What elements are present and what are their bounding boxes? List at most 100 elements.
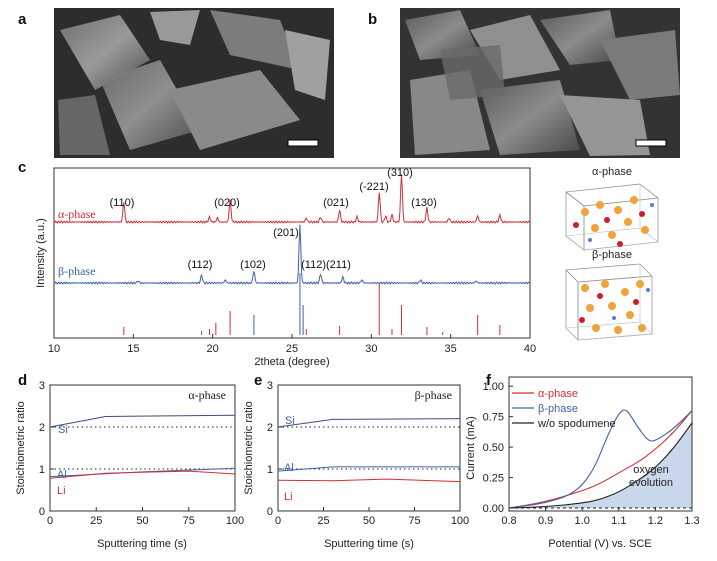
plot-d-lines [49,414,236,479]
e-series-si [277,418,461,428]
structure-alpha-label: α-phase [592,166,632,178]
d-xtick-label: 50 [136,515,148,527]
plot-e-ticks: 0 25 50 75 100 0 1 2 3 [267,380,469,527]
plot-f-lines [508,409,693,509]
f-ytick-label: 1.00 [483,381,504,393]
d-xtick-label: 0 [47,515,53,527]
xrd-xtick-label: 25 [286,343,298,355]
d-xtick-label: 75 [183,515,195,527]
legend-blank-label: w/o spodumene [537,418,616,430]
legend-alpha-label: α-phase [538,388,578,400]
panel-label-c: c [18,159,26,176]
sputter-plot-alpha: 0 25 50 75 100 0 1 2 3 α-phase Si Al Li Sputteri… [15,380,244,550]
scale-bar-a [287,139,319,147]
lsv-plot: 0.8 0.9 1.0 1.1 1.2 1.3 0.00 0.25 0.50 0.75 1.00 α… [465,376,700,550]
xrd-xtick-label: 20 [207,343,219,355]
plot-e-ylabel: Stoichiometric ratio [243,401,255,495]
e-xtick-label: 25 [317,515,329,527]
plot-e-al-label: Al [284,462,294,474]
plot-e-frame [277,384,461,512]
plot-e-lines [277,418,461,483]
xrd-xtick-label: 40 [524,343,536,355]
d-series-li [49,470,236,479]
e-series-li [277,478,461,483]
xrd-ticks: 10 15 20 25 30 35 40 [48,334,536,355]
sem-image-b [400,8,680,158]
f-series-blank [508,422,693,509]
peak-label-112: (112) [188,259,213,271]
panel-label-e: e [254,372,262,389]
peak-label-310: (310) [387,167,413,179]
xrd-plot: 10 15 20 25 30 35 40 2theta (degree) Intensity… [35,167,536,368]
f-ytick-label: 0.25 [483,473,504,485]
plot-f-xlabel: Potential (V) vs. SCE [548,538,651,550]
xrd-reference-sticks [123,273,501,335]
plot-f-ylabel: Current (mA) [465,416,477,480]
d-xtick-label: 25 [90,515,102,527]
panel-label-f: f [486,372,492,389]
e-xtick-label: 50 [363,515,375,527]
plot-d-phase-label: α-phase [188,388,226,402]
oxygen-evolution-area [509,422,692,508]
xrd-xtick-label: 15 [127,343,139,355]
e-xtick-label: 100 [451,515,469,527]
f-xtick-label: 1.2 [648,515,663,527]
plot-e-xlabel: Sputtering time (s) [324,538,414,550]
peak-label-201: (201) [273,227,299,239]
plot-d-xlabel: Sputtering time (s) [97,538,187,550]
panel-label-b: b [368,11,377,28]
f-xtick-label: 1.1 [611,515,626,527]
structure-beta-label: β-phase [592,249,632,261]
xrd-ylabel: Intensity (a.u.) [35,218,47,288]
annotation-oxygen: oxygen [633,464,668,476]
xrd-xlabel: 2theta (degree) [254,356,329,368]
crystal-structure-beta: β-phase [565,249,653,341]
f-series-beta [508,409,693,509]
e-ytick-label: 1 [267,464,273,476]
legend-beta-label: β-phase [538,403,578,415]
f-xtick-label: 1.0 [575,515,590,527]
e-xtick-label: 0 [275,515,281,527]
peak-label-021: (021) [323,197,349,209]
f-xtick-label: 1.3 [684,515,699,527]
f-xtick-label: 0.8 [501,515,516,527]
plot-d-al-label: Al [57,469,67,481]
d-series-si [49,414,236,428]
sputter-plot-beta: 0 25 50 75 100 0 1 2 3 β-phase Si Al Li Sputteri… [243,380,469,550]
peak-label-130: (130) [411,197,437,209]
plot-d-li-label: Li [57,485,66,497]
plot-d-frame [49,384,236,512]
xrd-beta-trace [53,224,531,285]
panel-label-a: a [18,11,27,28]
plot-f-ticks: 0.8 0.9 1.0 1.1 1.2 1.3 0.00 0.25 0.50 0.75 1.00 [483,381,700,527]
plot-d-ylabel: Stoichiometric ratio [15,401,27,495]
d-ytick-label: 1 [39,464,45,476]
plot-e-li-label: Li [284,491,293,503]
d-ytick-label: 2 [39,422,45,434]
peak-label-m221: (-221) [359,181,388,193]
xrd-xtick-label: 10 [48,343,60,355]
e-series-al [277,466,460,472]
peak-label-112-211: (112)(211) [301,259,351,271]
plot-f-frame [508,376,693,512]
d-ytick-label: 0 [39,506,45,518]
peak-label-110: (110) [110,197,135,209]
xrd-alpha-label: α-phase [58,207,96,221]
xrd-frame [53,167,531,339]
d-xtick-label: 100 [226,515,244,527]
crystal-structure-alpha: α-phase [564,166,660,251]
f-series-alpha [508,409,693,509]
plot-e-si-label: Si [285,415,295,427]
peak-label-020: (020) [214,197,240,209]
xrd-xtick-label: 35 [445,343,457,355]
peak-label-102: (102) [240,259,266,271]
sem-image-a [54,8,334,158]
d-ytick-label: 3 [39,380,45,392]
xrd-xtick-label: 30 [365,343,377,355]
f-ytick-label: 0.50 [483,442,504,454]
annotation-evolution: evolution [629,477,673,489]
xrd-beta-label: β-phase [58,264,95,278]
f-ytick-label: 0.75 [483,412,504,424]
plot-d-ticks: 0 25 50 75 100 0 1 2 3 [39,380,244,527]
